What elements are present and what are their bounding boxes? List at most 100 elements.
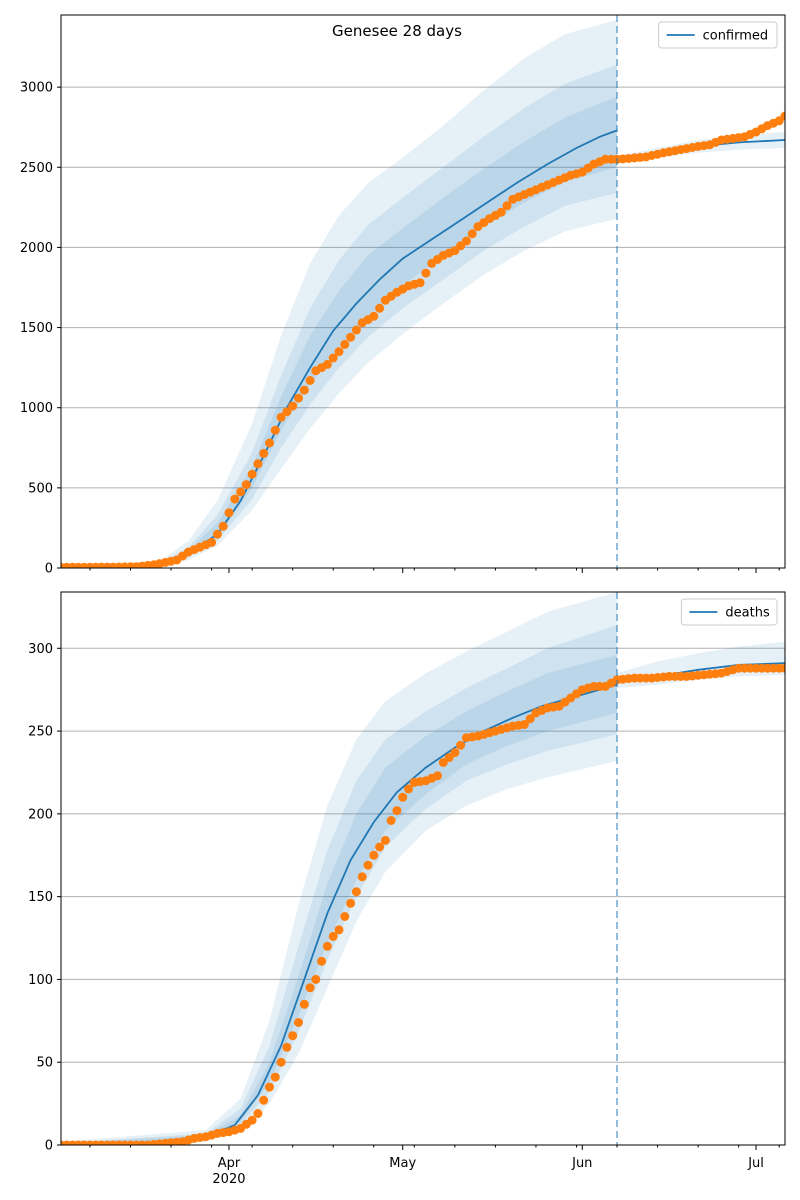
observed-point [380,835,390,845]
observed-point [207,537,217,547]
observed-point [276,1057,286,1067]
y-tick-label: 1000 [20,401,53,416]
observed-point [519,720,529,729]
y-tick-label: 2500 [20,161,53,176]
x-tick-label: Jul [747,1156,764,1171]
legend-box [658,21,778,49]
x-tick-label: Jun [571,1156,592,1171]
observed-point [247,1115,257,1125]
uncertainty-band [61,96,617,568]
chart-title: Genesee 28 days [332,22,462,40]
legend: deaths [680,598,778,626]
observed-point [265,1082,274,1092]
y-tick-label: 250 [28,725,53,740]
observed-point [456,740,466,750]
observed-point [404,784,413,794]
uncertainty-band [61,19,617,568]
observed-point [270,1072,280,1082]
observed-point [334,925,344,935]
confirmed-panel: 0 500 1000 1500 2000 2500 3000 confirmed [20,14,786,577]
y-tick-label: 500 [28,481,53,496]
observed-point [415,278,425,288]
legend-box [680,598,778,626]
legend: confirmed [658,21,778,49]
observed-point [525,714,535,724]
observed-point [288,401,298,411]
axes-frame [60,14,786,569]
observed-point [230,494,240,504]
observed-point [363,860,373,870]
y-tick-label: 100 [28,973,53,988]
x-tick-label: 2020 [212,1172,245,1187]
observed-point [218,521,228,531]
observed-point [212,529,222,539]
observed-point [398,792,408,802]
y-tick-label: 3000 [20,81,53,96]
observed-point [375,842,385,852]
y-tick-label: 50 [36,1056,53,1071]
observed-point [276,412,286,422]
observed-point [265,438,274,448]
observed-point [305,376,315,385]
observed-point [340,339,350,349]
observed-point [294,393,303,403]
observed-point [780,111,785,121]
observed-point [322,359,332,369]
model-line [61,683,618,1145]
y-tick-label: 0 [45,1139,53,1154]
observed-point [294,1018,303,1027]
observed-point [224,508,234,518]
observed-point [351,887,361,897]
y-tick-label: 200 [28,807,53,822]
observed-point [461,236,471,246]
observed-point [317,956,327,966]
observed-point [433,771,442,781]
plot-area [61,19,785,568]
observed-point [421,268,431,278]
observed-point [322,941,332,951]
observed-point [236,487,246,497]
observed-point [780,663,785,673]
observed-point [305,983,315,993]
y-tick-label: 2000 [20,241,53,256]
observed-point [467,229,477,239]
observed-point [253,1109,263,1118]
y-tick-label: 0 [45,562,53,577]
observed-point [369,311,379,321]
observed-point [282,407,292,417]
observed-point [386,816,396,825]
uncertainty-band [61,64,617,568]
observed-point [357,872,367,882]
x-tick-label: May [389,1156,416,1171]
y-tick-label: 150 [28,890,53,905]
observed-point [375,303,385,313]
observed-point [369,850,379,860]
observed-point [502,201,512,211]
observed-point [288,1031,298,1041]
legend-label: deaths [725,606,770,621]
legend-label: confirmed [703,29,769,44]
observed-point [247,469,257,479]
axes-frame [60,591,786,1146]
uncertainty-band [61,654,617,1145]
observed-point [351,325,361,335]
y-tick-label: 1500 [20,321,53,336]
observed-point [299,999,309,1009]
observed-point [340,912,350,921]
uncertainty-band [61,592,617,1145]
observed-point [311,974,321,984]
observed-point [328,353,338,363]
observed-point [346,898,356,908]
y-tick-label: 300 [28,642,53,657]
observed-point [299,385,309,395]
observed-point [270,425,280,435]
observed-point [328,931,338,941]
observed-point [241,480,251,490]
observed-point [259,448,269,458]
x-tick-label: Apr [218,1156,241,1171]
observed-point [282,1042,292,1052]
observed-point [392,806,402,816]
plot-area [61,592,785,1145]
